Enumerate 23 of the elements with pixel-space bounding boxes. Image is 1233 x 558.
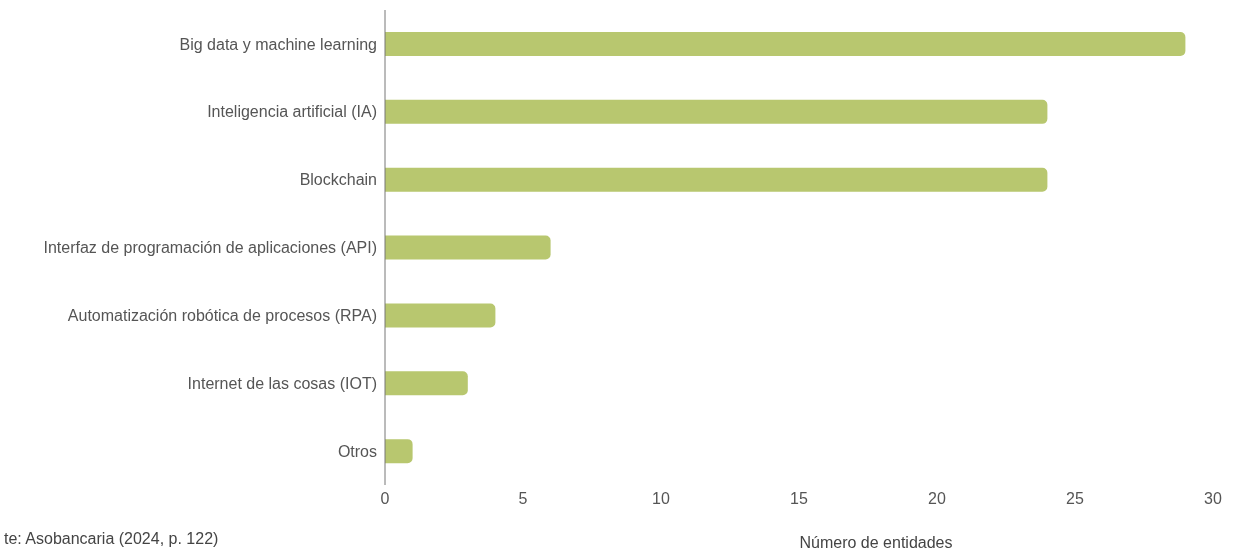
bar [385,235,551,260]
text: te: Asobancaria (2024, p. 122) [4,530,219,548]
bar [385,371,468,396]
bar [385,167,1048,192]
y-tick-label: Otros [337,442,377,460]
x-tick-label: 30 [1204,490,1222,508]
y-tick-label: Inteligencia artificial (IA) [207,103,377,121]
x-axis-title: Número de entidades [798,534,954,552]
bar [385,32,1186,56]
x-tick-label: 0 [380,490,390,508]
y-tick-label: Blockchain [299,171,377,189]
bar [385,303,496,328]
y-tick-label: Automatización robótica de procesos (RPA) [67,307,377,325]
x-tick-label: 10 [652,490,670,508]
y-tick-label: Big data y machine learning [179,35,377,53]
bar [385,99,1048,124]
y-tick-label: Internet de las cosas (IOT) [187,374,377,392]
bar [385,439,413,464]
y-tick-label: Interfaz de programación de aplicaciones (API) [43,239,377,257]
x-tick-label: 5 [518,490,528,508]
x-tick-label: 20 [928,490,946,508]
x-tick-label: 25 [1066,490,1084,508]
x-tick-label: 15 [790,490,808,508]
